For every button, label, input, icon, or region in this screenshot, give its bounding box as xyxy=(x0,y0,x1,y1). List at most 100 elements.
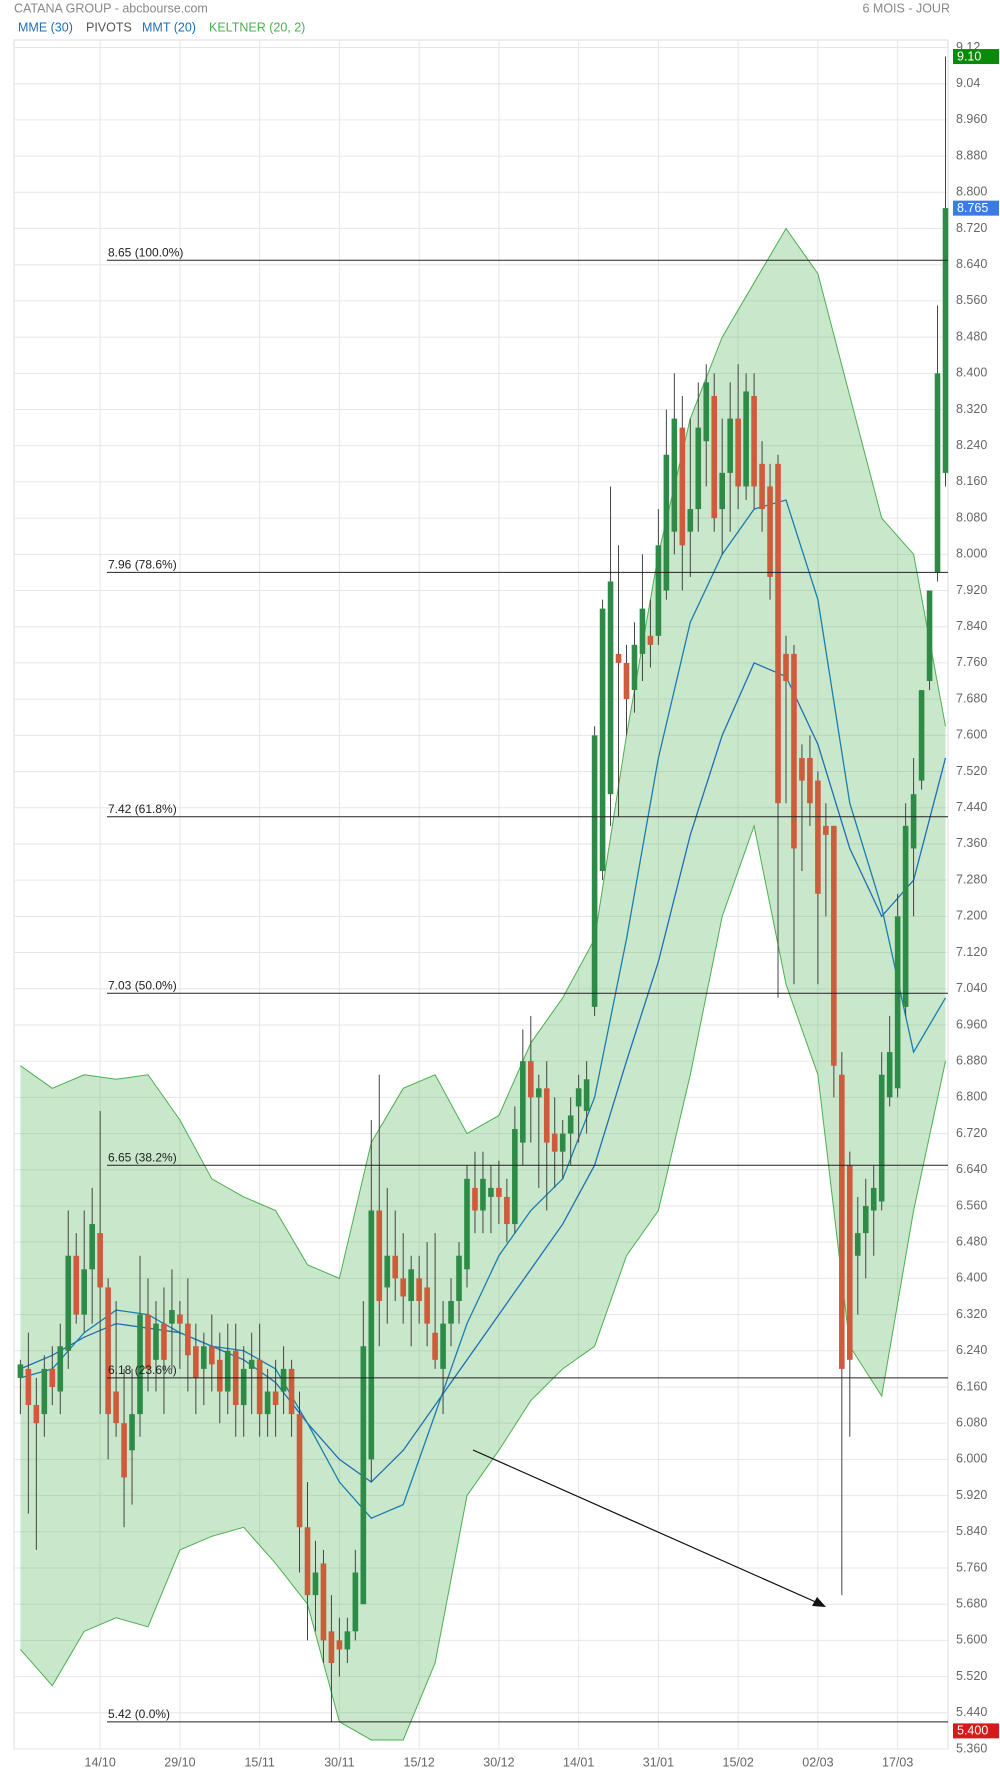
candle-body xyxy=(878,1074,885,1202)
x-tick-label: 02/03 xyxy=(802,1755,833,1769)
candle-body xyxy=(687,509,694,532)
chart-title: CATANA GROUP - abcbourse.com xyxy=(14,1,208,15)
candle-body xyxy=(312,1572,319,1596)
candle-body xyxy=(528,1061,534,1098)
x-tick-label: 14/01 xyxy=(563,1755,594,1769)
y-tick-label: 8.400 xyxy=(956,366,987,380)
y-tick-label: 5.840 xyxy=(956,1524,987,1538)
candle-body xyxy=(783,653,789,682)
candle-body xyxy=(575,1088,582,1107)
y-tick-label: 8.880 xyxy=(956,148,987,162)
candle-body xyxy=(711,395,718,519)
candle-body xyxy=(392,1255,399,1279)
price-badge-label: 9.10 xyxy=(957,49,981,63)
candle-body xyxy=(535,1088,542,1098)
candle-body xyxy=(121,1423,127,1478)
y-tick-label: 7.200 xyxy=(956,909,987,923)
candle-body xyxy=(703,382,710,442)
moving-average xyxy=(20,499,947,1519)
candle-body xyxy=(49,1368,56,1387)
y-tick-label: 6.480 xyxy=(956,1234,987,1248)
candle-body xyxy=(400,1278,406,1297)
candle-body xyxy=(743,391,749,487)
candle-body xyxy=(288,1368,295,1415)
candle-body xyxy=(25,1368,32,1406)
x-tick-label: 30/11 xyxy=(324,1755,354,1769)
y-tick-label: 9.04 xyxy=(956,76,980,90)
legend-entry: KELTNER (20, 2) xyxy=(209,20,305,34)
candle-body xyxy=(870,1187,877,1211)
y-tick-label: 7.360 xyxy=(956,836,987,850)
candle-body xyxy=(520,1061,526,1143)
candle-body xyxy=(591,735,598,1007)
candle-body xyxy=(41,1368,48,1415)
level-label: 7.42 (61.8%) xyxy=(108,802,177,816)
candle-body xyxy=(639,608,646,654)
candle-body xyxy=(177,1314,183,1324)
level-label: 6.18 (23.6%) xyxy=(108,1363,177,1377)
price-badge-label: 5.400 xyxy=(957,1724,988,1738)
candle-body xyxy=(169,1310,175,1324)
y-tick-label: 7.280 xyxy=(956,872,987,886)
candle-body xyxy=(137,1314,143,1415)
candle-body xyxy=(679,427,686,546)
candle-body xyxy=(839,1074,845,1369)
candle-body xyxy=(759,463,765,510)
keltner-upper xyxy=(20,227,946,1280)
candle-body xyxy=(432,1332,438,1360)
y-tick-label: 8.800 xyxy=(956,185,987,199)
candle-body xyxy=(384,1255,391,1288)
candle-body xyxy=(464,1178,470,1270)
y-tick-label: 5.760 xyxy=(956,1560,987,1574)
x-tick-label: 15/02 xyxy=(723,1755,754,1769)
y-tick-label: 7.040 xyxy=(956,981,987,995)
candle-body xyxy=(663,454,670,591)
x-tick-label: 15/12 xyxy=(404,1755,435,1769)
candle-body xyxy=(815,780,821,894)
y-tick-label: 7.120 xyxy=(956,945,987,959)
candle-body xyxy=(799,757,805,781)
candle-body xyxy=(416,1278,422,1301)
candle-body xyxy=(336,1640,343,1650)
candle-body xyxy=(719,472,725,510)
y-tick-label: 6.880 xyxy=(956,1053,987,1067)
y-tick-label: 6.160 xyxy=(956,1379,987,1393)
candle-body xyxy=(504,1196,510,1225)
candle-body xyxy=(216,1359,223,1392)
candle-body xyxy=(161,1323,167,1360)
y-tick-label: 5.440 xyxy=(956,1705,987,1719)
candle-body xyxy=(240,1368,247,1406)
y-tick-label: 5.520 xyxy=(956,1669,987,1683)
candle-body xyxy=(424,1287,430,1324)
candle-body xyxy=(695,427,702,510)
candle-body xyxy=(655,545,662,636)
candle-body xyxy=(926,590,933,682)
candle-body xyxy=(209,1346,215,1365)
candle-body xyxy=(894,916,901,1089)
candle-body xyxy=(862,1205,869,1234)
candle-body xyxy=(615,653,622,663)
trend-arrow xyxy=(472,1449,826,1607)
candle-body xyxy=(89,1224,95,1270)
candle-body xyxy=(296,1414,303,1528)
level-label: 5.42 (0.0%) xyxy=(108,1707,170,1721)
candle-body xyxy=(65,1255,72,1351)
candle-body xyxy=(185,1323,191,1356)
level-label: 7.96 (78.6%) xyxy=(108,558,177,572)
arrow-head xyxy=(812,1597,826,1607)
grid xyxy=(14,40,948,1750)
y-tick-label: 6.640 xyxy=(956,1162,987,1176)
candle-body xyxy=(360,1346,367,1605)
candle-body xyxy=(623,662,630,700)
y-tick-label: 6.720 xyxy=(956,1126,987,1140)
x-tick-label: 17/03 xyxy=(882,1755,913,1769)
y-tick-label: 6.320 xyxy=(956,1307,987,1321)
candle-body xyxy=(631,644,638,691)
y-tick-label: 7.840 xyxy=(956,619,987,633)
candle-body xyxy=(918,690,925,781)
candle-body xyxy=(472,1187,478,1211)
candle-body xyxy=(902,825,909,1007)
candle-body xyxy=(735,418,741,487)
y-tick-label: 8.720 xyxy=(956,221,987,235)
